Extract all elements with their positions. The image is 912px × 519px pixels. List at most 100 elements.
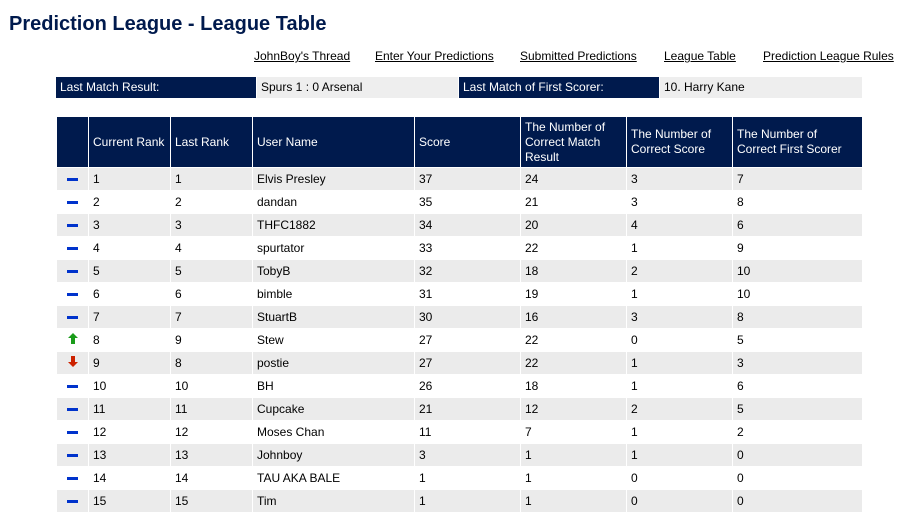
correct-result-cell: 22 [521, 237, 626, 259]
user-name-cell: Stew [253, 329, 414, 351]
current-rank-cell: 5 [89, 260, 170, 282]
last-rank-cell: 1 [171, 168, 252, 190]
nav-link-rules[interactable]: Prediction League Rules [763, 49, 894, 63]
correct-result-cell: 18 [521, 260, 626, 282]
user-name-cell: Cupcake [253, 398, 414, 420]
header-correct-match-result: The Number of Correct Match Result [521, 117, 626, 167]
table-row: 15 15 Tim 1 1 0 0 [57, 490, 862, 512]
current-rank-cell: 2 [89, 191, 170, 213]
steady-icon [67, 247, 78, 251]
league-table-body: 1 1 Elvis Presley 37 24 3 7 2 2 dandan 35 21 3 8 3 3 THF… [57, 168, 862, 512]
steady-icon [67, 454, 78, 458]
header-user-name: User Name [253, 117, 414, 167]
down-arrow-icon [67, 356, 78, 370]
correct-result-cell: 21 [521, 191, 626, 213]
nav-link-johnboys-thread[interactable]: JohnBoy's Thread [254, 49, 351, 63]
correct-score-cell: 3 [627, 191, 732, 213]
correct-result-cell: 22 [521, 352, 626, 374]
last-rank-cell: 10 [171, 375, 252, 397]
correct-score-cell: 2 [627, 260, 732, 282]
steady-icon [67, 201, 78, 205]
movement-cell [57, 283, 88, 305]
steady-icon [67, 224, 78, 228]
correct-scorer-cell: 6 [733, 375, 862, 397]
correct-result-cell: 1 [521, 467, 626, 489]
score-cell: 11 [415, 421, 520, 443]
correct-score-cell: 2 [627, 398, 732, 420]
correct-scorer-cell: 9 [733, 237, 862, 259]
nav-link-submitted-predictions[interactable]: Submitted Predictions [520, 49, 637, 63]
table-row: 5 5 TobyB 32 18 2 10 [57, 260, 862, 282]
first-scorer-label: Last Match of First Scorer: [459, 77, 659, 98]
correct-result-cell: 1 [521, 444, 626, 466]
user-name-cell: Tim [253, 490, 414, 512]
movement-cell [57, 375, 88, 397]
steady-icon [67, 316, 78, 320]
user-name-cell: bimble [253, 283, 414, 305]
score-cell: 21 [415, 398, 520, 420]
table-row: 12 12 Moses Chan 11 7 1 2 [57, 421, 862, 443]
score-cell: 37 [415, 168, 520, 190]
movement-cell [57, 467, 88, 489]
current-rank-cell: 12 [89, 421, 170, 443]
correct-result-cell: 16 [521, 306, 626, 328]
correct-score-cell: 3 [627, 306, 732, 328]
correct-score-cell: 0 [627, 490, 732, 512]
nav-link-league-table[interactable]: League Table [664, 49, 736, 63]
score-cell: 32 [415, 260, 520, 282]
header-movement [57, 117, 88, 167]
correct-score-cell: 1 [627, 375, 732, 397]
steady-icon [67, 293, 78, 297]
current-rank-cell: 1 [89, 168, 170, 190]
correct-result-cell: 12 [521, 398, 626, 420]
correct-result-cell: 1 [521, 490, 626, 512]
correct-scorer-cell: 10 [733, 260, 862, 282]
last-rank-cell: 13 [171, 444, 252, 466]
steady-icon [67, 500, 78, 504]
table-row: 2 2 dandan 35 21 3 8 [57, 191, 862, 213]
last-rank-cell: 12 [171, 421, 252, 443]
score-cell: 1 [415, 490, 520, 512]
movement-cell [57, 306, 88, 328]
correct-score-cell: 3 [627, 168, 732, 190]
score-cell: 27 [415, 329, 520, 351]
current-rank-cell: 10 [89, 375, 170, 397]
correct-scorer-cell: 2 [733, 421, 862, 443]
correct-scorer-cell: 5 [733, 329, 862, 351]
header-current-rank: Current Rank [89, 117, 170, 167]
last-rank-cell: 6 [171, 283, 252, 305]
user-name-cell: dandan [253, 191, 414, 213]
movement-cell [57, 191, 88, 213]
correct-scorer-cell: 8 [733, 191, 862, 213]
steady-icon [67, 178, 78, 182]
score-cell: 3 [415, 444, 520, 466]
current-rank-cell: 11 [89, 398, 170, 420]
movement-cell [57, 398, 88, 420]
correct-score-cell: 1 [627, 283, 732, 305]
table-row: 4 4 spurtator 33 22 1 9 [57, 237, 862, 259]
steady-icon [67, 270, 78, 274]
steady-icon [67, 477, 78, 481]
table-row: 8 9 Stew 27 22 0 5 [57, 329, 862, 351]
table-row: 11 11 Cupcake 21 12 2 5 [57, 398, 862, 420]
current-rank-cell: 13 [89, 444, 170, 466]
correct-scorer-cell: 7 [733, 168, 862, 190]
correct-scorer-cell: 8 [733, 306, 862, 328]
correct-score-cell: 0 [627, 467, 732, 489]
correct-scorer-cell: 6 [733, 214, 862, 236]
nav-link-enter-predictions[interactable]: Enter Your Predictions [375, 49, 494, 63]
movement-cell [57, 352, 88, 374]
table-row: 14 14 TAU AKA BALE 1 1 0 0 [57, 467, 862, 489]
user-name-cell: TobyB [253, 260, 414, 282]
user-name-cell: postie [253, 352, 414, 374]
score-cell: 33 [415, 237, 520, 259]
steady-icon [67, 385, 78, 389]
movement-cell [57, 214, 88, 236]
table-row: 6 6 bimble 31 19 1 10 [57, 283, 862, 305]
header-score: Score [415, 117, 520, 167]
last-rank-cell: 3 [171, 214, 252, 236]
steady-icon [67, 408, 78, 412]
user-name-cell: Moses Chan [253, 421, 414, 443]
league-table: Current Rank Last Rank User Name Score T… [56, 116, 863, 513]
current-rank-cell: 14 [89, 467, 170, 489]
